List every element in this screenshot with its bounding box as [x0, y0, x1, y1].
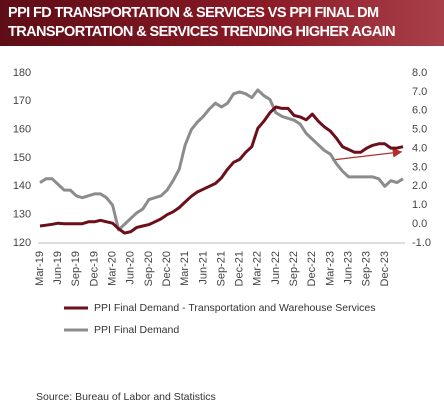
x-tick-label: Dec-22	[306, 251, 318, 286]
y2-tick-label: 6.0	[412, 105, 427, 117]
x-tick-label: Mar-21	[179, 251, 191, 286]
y-tick-label: 180	[13, 67, 31, 79]
series-line	[39, 105, 404, 235]
x-tick-label: Jun-21	[197, 251, 209, 285]
legend-label: PPI Final Demand	[94, 324, 179, 336]
y2-tick-label: 4.0	[412, 142, 427, 154]
x-tick-label: Dec-19	[88, 251, 100, 286]
x-tick-label: Mar-22	[252, 251, 264, 286]
y-tick-label: 160	[13, 124, 31, 136]
x-tick-label: Dec-21	[234, 251, 246, 286]
x-tick-label: Mar-23	[324, 251, 336, 286]
x-tick-label: Mar-19	[34, 251, 46, 286]
x-tick-label: Sep-19	[70, 251, 82, 286]
source: Source: Bureau of Labor and Statistics	[36, 391, 216, 403]
y-tick-label: 150	[13, 152, 31, 164]
x-tick-label: Jun-22	[270, 251, 282, 285]
y2-tick-label: 5.0	[412, 124, 427, 136]
title-banner	[0, 0, 444, 46]
x-tick-label: Jun-19	[52, 251, 64, 285]
y2-tick-label: 2.0	[412, 180, 427, 192]
x-tick-label: Sep-23	[361, 251, 373, 286]
trend-arrow	[331, 148, 403, 161]
y2-tick-label: 0.0	[412, 218, 427, 230]
y2-tick-label: 7.0	[412, 86, 427, 98]
y-tick-label: 170	[13, 95, 31, 107]
x-tick-label: Sep-20	[143, 251, 155, 286]
chart-title: PPI FD TRANSPORTATION & SERVICES VS PPI …	[8, 5, 396, 40]
y2-tick-label: 3.0	[412, 161, 427, 173]
x-tick-label: Dec-20	[161, 251, 173, 286]
x-tick-label: Sep-22	[288, 251, 300, 286]
y2-tick-label: 1.0	[412, 199, 427, 211]
y2-tick-label: -1.0	[412, 237, 431, 249]
x-tick-label: Jun-20	[125, 251, 137, 285]
x-tick-label: Sep-21	[215, 251, 227, 286]
legend-label: PPI Final Demand - Transportation and Wa…	[94, 302, 376, 314]
y-tick-label: 140	[13, 180, 31, 192]
y2-tick-label: 8.0	[412, 67, 427, 79]
series-line	[39, 88, 404, 232]
y-tick-label: 130	[13, 209, 31, 221]
x-tick-label: Mar-20	[107, 251, 119, 286]
x-tick-label: Jun-23	[342, 251, 354, 285]
x-tick-label: Dec-23	[379, 251, 391, 286]
y-tick-label: 120	[13, 237, 31, 249]
